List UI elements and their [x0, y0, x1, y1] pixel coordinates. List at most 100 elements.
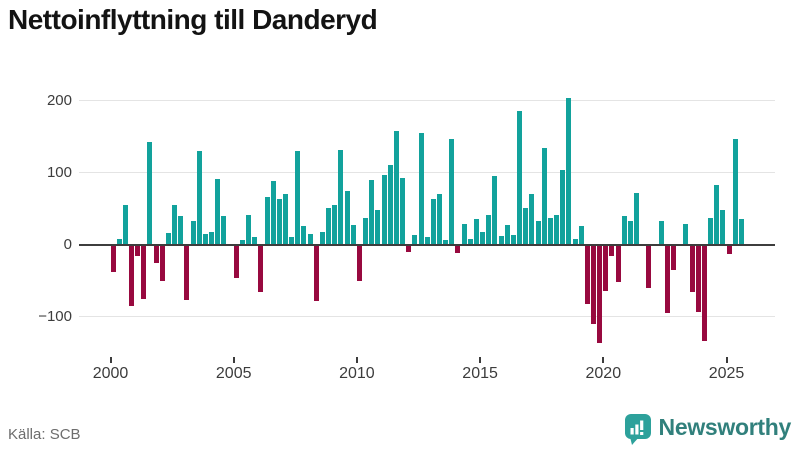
bar-positive: [461, 223, 467, 245]
bar-positive: [498, 235, 504, 245]
bar-positive: [387, 164, 393, 245]
bar-positive: [578, 225, 584, 245]
bar-positive: [732, 138, 738, 245]
x-axis-label: 2000: [92, 365, 129, 382]
bar-positive: [393, 130, 399, 245]
bar-positive: [658, 220, 664, 245]
bar-positive: [473, 218, 479, 245]
bar-positive: [738, 218, 744, 245]
bar-negative: [313, 244, 319, 302]
bar-positive: [529, 194, 535, 245]
bar-negative: [184, 244, 190, 300]
bar-positive: [621, 215, 627, 245]
bar-positive: [430, 199, 436, 245]
bar-positive: [369, 180, 375, 245]
bar-positive: [381, 175, 387, 245]
bar-negative: [141, 244, 147, 299]
bar-negative: [603, 244, 609, 292]
bar-positive: [449, 139, 455, 245]
bar-positive: [326, 207, 332, 245]
bar-positive: [634, 192, 640, 245]
bar-positive: [350, 225, 356, 245]
bar-negative: [646, 244, 652, 288]
bar-positive: [436, 194, 442, 245]
bar-positive: [547, 217, 553, 245]
bar-negative: [455, 244, 461, 254]
bar-positive: [338, 150, 344, 245]
bar-positive: [375, 209, 381, 245]
bar-positive: [424, 237, 430, 245]
bar-positive: [332, 204, 338, 245]
x-axis-label: 2010: [339, 365, 375, 382]
bar-positive: [517, 111, 523, 245]
bar-positive: [239, 240, 245, 245]
bar-positive: [165, 232, 171, 245]
bar-negative: [689, 244, 695, 293]
bar-positive: [202, 234, 208, 245]
x-axis-label: 2020: [585, 365, 622, 382]
bar-positive: [319, 231, 325, 245]
bar-positive: [720, 209, 726, 245]
y-axis-label: 200: [46, 91, 72, 109]
bar-positive: [122, 204, 128, 245]
x-axis-tick: [479, 357, 482, 363]
bar-negative: [584, 244, 590, 305]
bar-positive: [627, 220, 633, 245]
y-gridline: [79, 100, 775, 101]
bar-negative: [609, 244, 615, 257]
bar-positive: [301, 225, 307, 245]
bar-negative: [615, 244, 621, 282]
bar-negative: [356, 244, 362, 281]
bar-positive: [572, 238, 578, 245]
bar-negative: [153, 244, 159, 263]
bar-positive: [147, 141, 153, 245]
bar-negative: [695, 244, 701, 313]
bar-positive: [282, 194, 288, 245]
bar-positive: [363, 217, 369, 245]
bar-positive: [554, 214, 560, 245]
chart-title: Nettoinflyttning till Danderyd: [8, 4, 378, 35]
x-axis-tick: [232, 357, 235, 363]
bar-positive: [535, 220, 541, 245]
bar-positive: [708, 217, 714, 245]
newsworthy-logo-icon: [624, 414, 651, 445]
bar-positive: [418, 132, 424, 245]
bar-positive: [221, 216, 227, 245]
x-axis-tick: [602, 357, 605, 363]
x-axis-label: 2005: [215, 365, 252, 382]
bar-negative: [726, 244, 732, 254]
y-axis-label: −100: [38, 307, 72, 325]
bar-positive: [270, 181, 276, 245]
bar-positive: [307, 234, 313, 245]
bar-positive: [344, 190, 350, 245]
bar-positive: [443, 240, 449, 245]
source-caption: Källa: SCB: [8, 426, 81, 443]
bar-negative: [671, 244, 677, 270]
bar-positive: [246, 214, 252, 245]
bar-positive: [566, 98, 572, 245]
bar-positive: [683, 224, 689, 245]
bar-positive: [190, 221, 196, 245]
bar-negative: [159, 244, 165, 281]
bar-positive: [264, 196, 270, 245]
bar-positive: [714, 184, 720, 245]
y-axis-label: 100: [46, 163, 72, 181]
y-gridline: [79, 316, 775, 317]
bar-negative: [135, 244, 141, 257]
y-axis-label: 0: [63, 235, 72, 253]
bar-positive: [412, 235, 418, 245]
bar-positive: [467, 239, 473, 245]
bar-positive: [209, 232, 215, 245]
bar-positive: [510, 235, 516, 245]
bar-positive: [172, 204, 178, 245]
bar-positive: [504, 225, 510, 245]
bar-positive: [480, 231, 486, 245]
bar-positive: [492, 176, 498, 245]
x-axis-zero-line: [79, 243, 775, 246]
bar-positive: [523, 207, 529, 245]
bar-positive: [541, 148, 547, 245]
bar-negative: [590, 244, 596, 324]
bar-negative: [258, 244, 264, 293]
x-axis-label: 2015: [462, 365, 498, 382]
bar-negative: [233, 244, 239, 279]
